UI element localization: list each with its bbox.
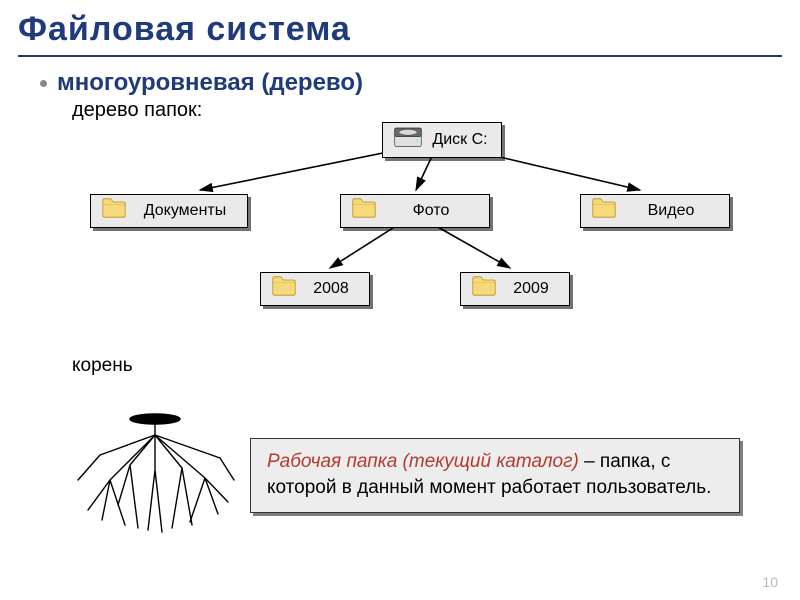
bullet-icon: [40, 80, 47, 87]
subtitle-row: многоуровневая (дерево): [0, 65, 800, 99]
root-label: корень: [0, 355, 800, 377]
folder-icon: [471, 276, 497, 302]
tree-node-photo: Фото: [340, 194, 490, 228]
node-label: 2009: [503, 280, 559, 298]
page-number: 10: [762, 574, 778, 590]
definition-box: Рабочая папка (текущий каталог) – папка,…: [250, 438, 740, 513]
tree-node-video: Видео: [580, 194, 730, 228]
folder-icon: [351, 198, 377, 224]
node-label: Документы: [133, 202, 237, 220]
tree-roots-illustration: [70, 410, 240, 540]
node-label: Видео: [623, 202, 719, 220]
subtitle: многоуровневая (дерево): [57, 69, 363, 97]
folder-icon: [591, 198, 617, 224]
tree-node-y2008: 2008: [260, 272, 370, 306]
tree-node-disk: Диск С:: [382, 122, 502, 158]
title-rule: [18, 55, 782, 57]
definition-term: Рабочая папка (текущий каталог): [267, 451, 579, 472]
node-label: Фото: [383, 202, 479, 220]
folder-icon: [101, 198, 127, 224]
drive-icon: [393, 126, 423, 154]
node-label: Диск С:: [429, 131, 491, 149]
tree-node-y2009: 2009: [460, 272, 570, 306]
folder-tree-diagram: Диск С: Документы Фото Видео 2008 2009: [0, 122, 800, 347]
tree-node-docs: Документы: [90, 194, 248, 228]
folder-icon: [271, 276, 297, 302]
tree-label: дерево папок:: [0, 99, 800, 122]
node-label: 2008: [303, 280, 359, 298]
slide-title: Файловая система: [0, 0, 800, 53]
